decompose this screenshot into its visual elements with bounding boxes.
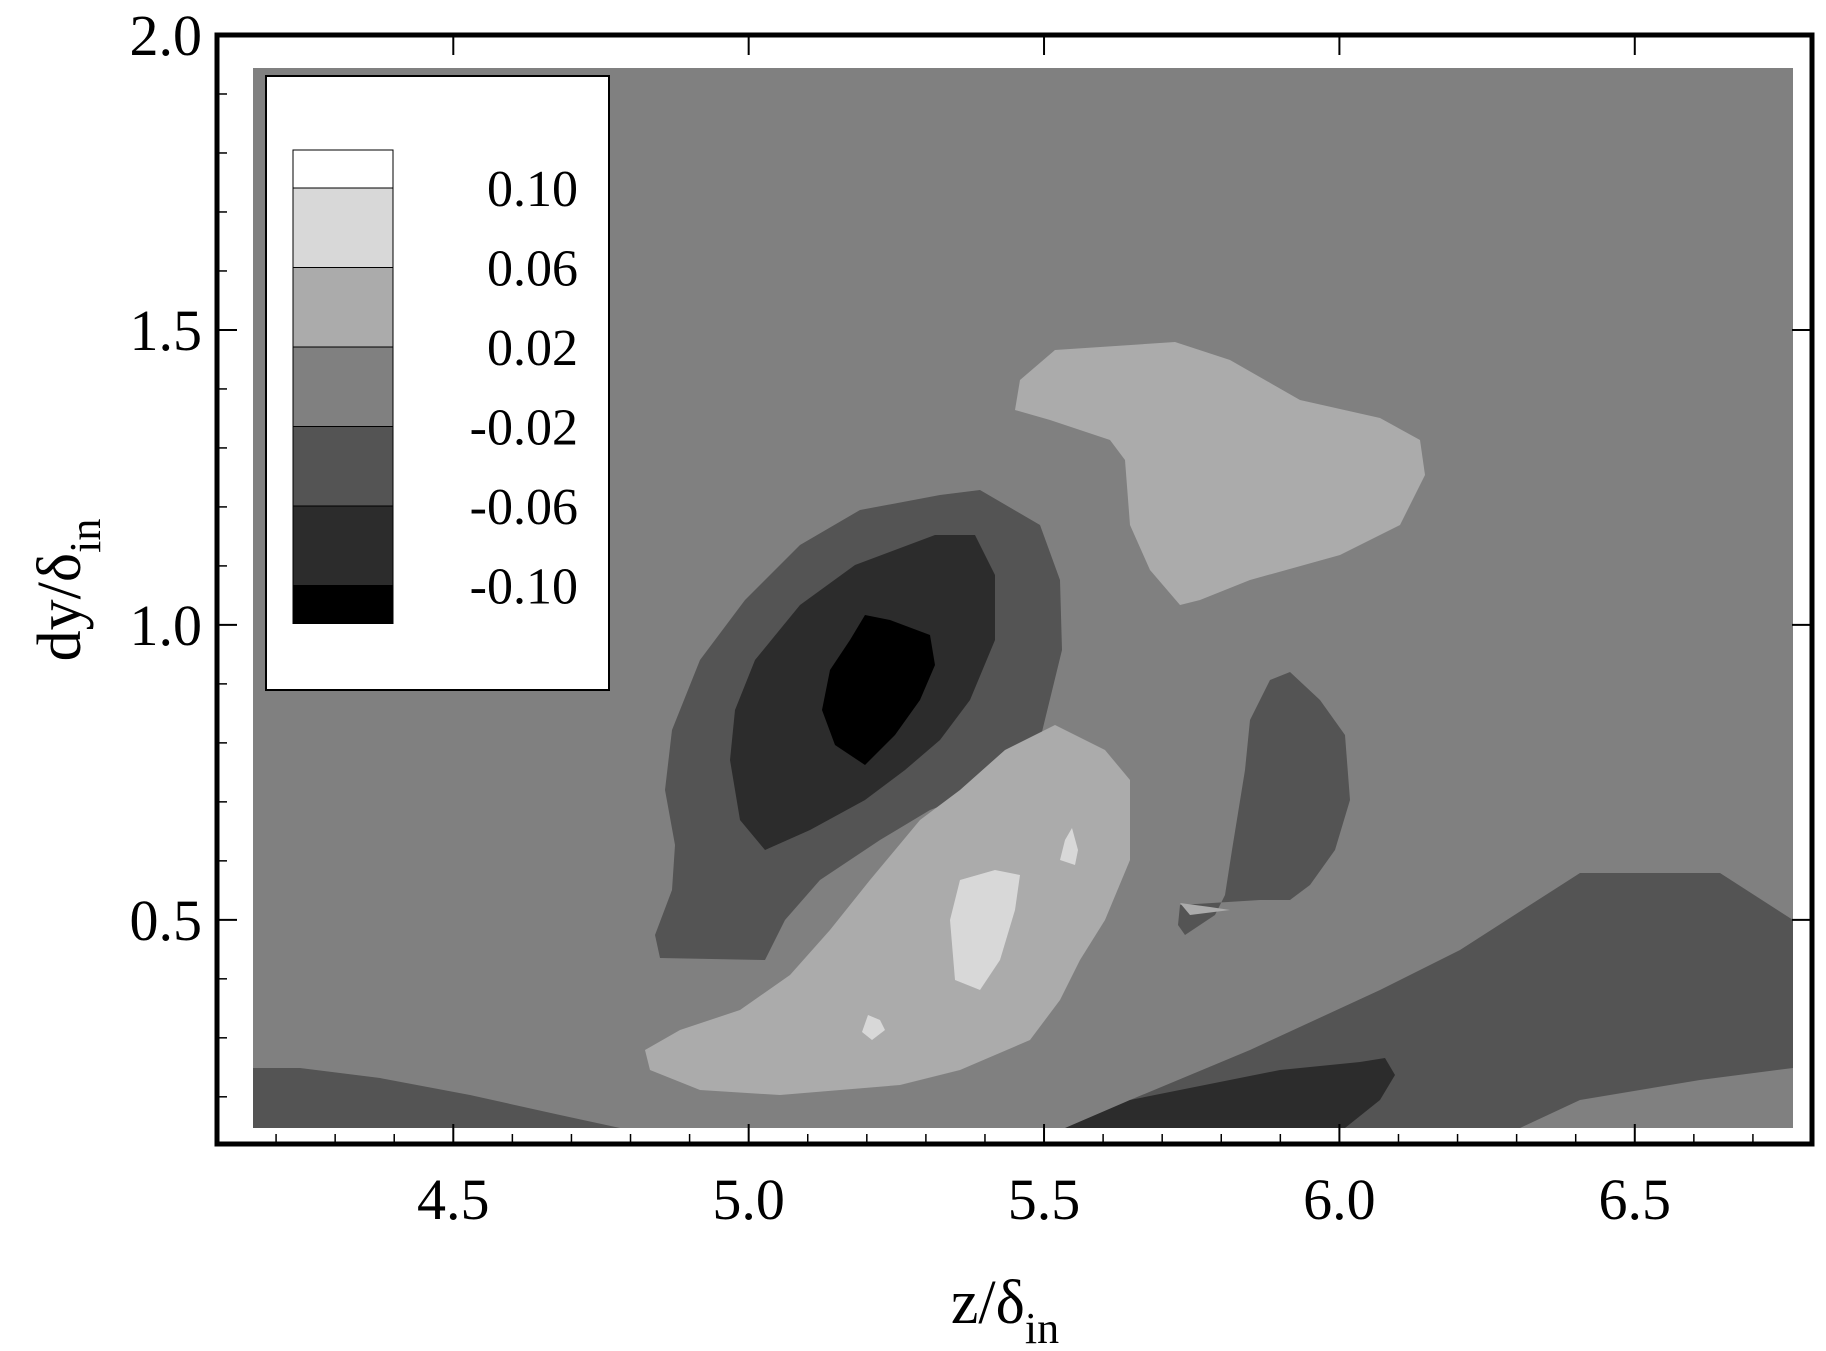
y-tick-label: 2.0 [130, 3, 203, 68]
legend: 0.10 0.06 0.02 -0.02 -0.06 -0.10 [265, 75, 610, 691]
y-tick-label: 0.5 [130, 888, 203, 953]
legend-swatch [292, 346, 394, 427]
legend-label: -0.10 [470, 559, 578, 616]
plot-frame [214, 32, 1815, 1147]
x-axis-ticks: 4.5 5.0 5.5 6.0 6.5 [275, 35, 1754, 1232]
contour-right-sliver [1180, 903, 1230, 915]
contour-lower-lighter-3 [862, 1015, 885, 1040]
y-tick-label: 1.5 [130, 298, 203, 363]
y-axis-label-main: dy/δ [26, 553, 94, 661]
legend-label: 0.06 [487, 241, 578, 298]
contour-lower-lighter-2 [1060, 828, 1078, 865]
x-axis-label-sub: in [1025, 1304, 1059, 1351]
x-axis-label-main: z/δ [951, 1269, 1025, 1337]
legend-swatches [292, 149, 394, 624]
legend-label: 0.10 [487, 161, 578, 218]
contour-right-blob [1178, 672, 1350, 935]
legend-labels: 0.10 0.06 0.02 -0.02 -0.06 -0.10 [470, 161, 578, 616]
y-axis-label-sub: in [61, 519, 110, 553]
legend-swatch [292, 426, 394, 507]
y-tick-label: 1.0 [130, 593, 203, 658]
x-tick-label: 5.5 [1008, 1167, 1081, 1232]
x-tick-label: 5.0 [712, 1167, 785, 1232]
y-axis-ticks: 0.5 1.0 1.5 2.0 [130, 3, 1812, 1098]
legend-swatch [292, 505, 394, 586]
legend-swatch [292, 267, 394, 348]
x-tick-label: 6.0 [1303, 1167, 1376, 1232]
contour-lower-light [645, 725, 1130, 1095]
legend-label: -0.02 [470, 400, 578, 457]
legend-swatch [292, 585, 394, 624]
x-tick-label: 6.5 [1599, 1167, 1672, 1232]
contour-upper-right [1015, 342, 1425, 605]
legend-label: 0.02 [487, 320, 578, 377]
legend-label: -0.06 [470, 479, 578, 536]
x-axis-label: z/δin [951, 1269, 1059, 1351]
contour-bottom-band [253, 873, 1793, 1128]
x-tick-label: 4.5 [417, 1167, 490, 1232]
legend-swatch [292, 187, 394, 268]
contour-lower-lighter-1 [950, 870, 1020, 990]
contour-vortex-core [822, 615, 935, 765]
y-axis-label: dy/δin [26, 519, 110, 662]
contour-bottom-dark [1065, 1058, 1395, 1128]
legend-swatch [292, 149, 394, 189]
